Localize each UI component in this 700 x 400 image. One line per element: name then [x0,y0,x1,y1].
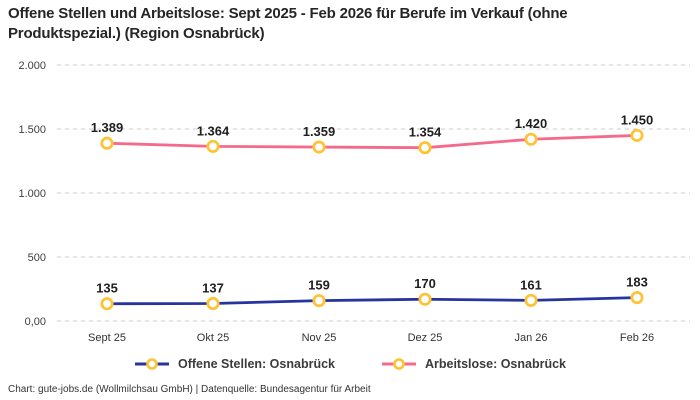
svg-text:Nov 25: Nov 25 [302,332,337,344]
svg-text:183: 183 [626,275,648,290]
svg-text:1.450: 1.450 [621,112,654,127]
svg-text:1.389: 1.389 [91,120,124,135]
svg-text:Okt 25: Okt 25 [197,332,229,344]
svg-text:Dez 25: Dez 25 [408,332,443,344]
svg-text:137: 137 [202,280,224,295]
chart-title: Offene Stellen und Arbeitslose: Sept 202… [8,5,568,43]
series-arbeitslose-osnabr-ck: 1.389 1.364 1.359 1.354 1.420 1.450 [91,112,654,155]
svg-text:0,00: 0,00 [25,316,46,328]
legend-item-arbeitslose[interactable]: Arbeitslose: Osnabrück [381,357,566,371]
legend-line-marker-icon [381,358,416,370]
svg-text:Jan 26: Jan 26 [514,332,547,344]
legend-line-marker-icon [135,358,169,370]
svg-text:Sept 25: Sept 25 [88,332,126,344]
svg-text:1.500: 1.500 [18,124,46,136]
svg-text:1.364: 1.364 [197,123,230,138]
x-axis-labels: Sept 25 Okt 25 Nov 25 Dez 25 Jan 26 Feb 26 [88,332,654,344]
chart-legend: Offene Stellen: Osnabrück Arbeitslose: O… [0,357,700,371]
svg-text:1.354: 1.354 [409,125,442,140]
svg-text:500: 500 [28,252,46,264]
legend-label-arbeitslose: Arbeitslose: Osnabrück [424,357,566,371]
legend-label-offene-stellen: Offene Stellen: Osnabrück [178,357,335,371]
legend-item-offene-stellen[interactable]: Offene Stellen: Osnabrück [134,357,335,371]
svg-text:1.000: 1.000 [18,188,46,200]
series-offene-stellen-osnabr-ck: 135 137 159 170 161 183 [96,275,648,311]
svg-text:1.420: 1.420 [515,116,548,131]
svg-text:1.359: 1.359 [303,124,336,139]
svg-text:170: 170 [414,276,436,291]
svg-text:Feb 26: Feb 26 [620,332,654,344]
gridlines-and-yticks: 0,00 500 1.000 1.500 2.000 [18,60,690,328]
svg-text:2.000: 2.000 [18,60,46,72]
svg-text:161: 161 [520,277,542,292]
svg-text:159: 159 [308,278,330,293]
chart-source-caption: Chart: gute-jobs.de (Wollmilchsau GmbH) … [8,384,371,395]
svg-text:135: 135 [96,281,118,296]
